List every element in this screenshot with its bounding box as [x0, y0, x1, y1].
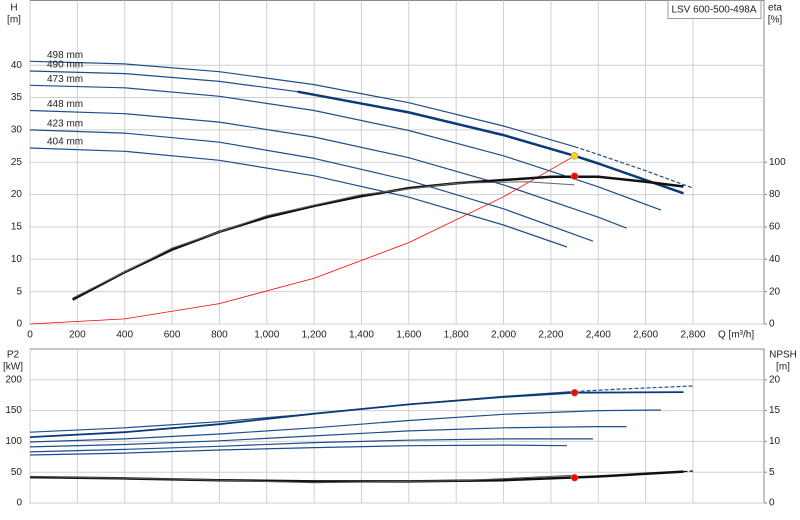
x-tick-label: 2,200	[538, 330, 563, 341]
curve	[683, 470, 694, 473]
duty-point	[570, 473, 579, 482]
curve-label: 423 mm	[47, 119, 83, 130]
y2-tick-label: 5	[769, 467, 775, 478]
y-tick-label: 150	[5, 405, 22, 416]
y-tick-label: 40	[11, 60, 23, 71]
curve	[297, 90, 684, 195]
duty-point	[570, 151, 579, 160]
y2-axis-unit: [%]	[768, 15, 783, 26]
curve	[29, 426, 627, 448]
y2-tick-label: 15	[769, 405, 781, 416]
y2-tick-label: 0	[769, 319, 775, 330]
curve	[29, 444, 568, 456]
x-tick-label: 0	[27, 330, 33, 341]
x-tick-label: 800	[211, 330, 228, 341]
x-tick-label: 2,000	[491, 330, 516, 341]
x-axis-label: Q [m³/h]	[718, 330, 754, 341]
curve	[29, 474, 575, 484]
curve	[574, 385, 694, 393]
y-tick-label: 0	[16, 319, 22, 330]
curve-label: 404 mm	[47, 137, 83, 148]
y-tick-label: 25	[11, 157, 23, 168]
curve	[29, 70, 298, 93]
duty-point	[570, 172, 579, 180]
y-tick-label: 15	[11, 222, 23, 233]
y2-axis-label: eta	[768, 3, 782, 14]
y-tick-label: 30	[11, 125, 23, 136]
y-axis-unit: [m]	[7, 15, 21, 26]
x-tick-label: 1,800	[444, 330, 469, 341]
y2-tick-label: 100	[769, 157, 786, 168]
y2-tick-label: 80	[769, 189, 781, 200]
curve	[29, 155, 575, 325]
y-tick-label: 35	[11, 92, 23, 103]
x-tick-label: 1,400	[349, 330, 374, 341]
x-tick-label: 2,600	[633, 330, 658, 341]
y2-tick-label: 40	[769, 254, 781, 265]
y-tick-label: 5	[16, 286, 22, 297]
curve-label: 498 mm	[47, 50, 83, 61]
y2-tick-label: 20	[769, 374, 781, 385]
curve-label: 490 mm	[47, 60, 83, 71]
y2-axis-unit: [m]	[776, 362, 790, 373]
curve	[29, 409, 662, 443]
x-tick-label: 2,400	[586, 330, 611, 341]
x-tick-label: 1,200	[302, 330, 327, 341]
x-tick-label: 200	[69, 330, 86, 341]
curve	[29, 129, 594, 242]
y-tick-label: 100	[5, 436, 22, 447]
y2-tick-label: 60	[769, 222, 781, 233]
y2-tick-label: 0	[769, 498, 775, 509]
x-tick-label: 400	[116, 330, 133, 341]
curve	[29, 147, 568, 248]
curve	[29, 60, 575, 148]
y-tick-label: 20	[11, 189, 23, 200]
y2-tick-label: 20	[769, 286, 781, 297]
y-tick-label: 10	[11, 254, 23, 265]
chart-title: LSV 600-500-498A	[671, 5, 756, 16]
x-tick-label: 2,800	[680, 330, 705, 341]
y-axis-unit: [kW]	[3, 362, 23, 373]
y-axis-label: P2	[7, 350, 20, 361]
x-tick-label: 600	[164, 330, 181, 341]
y-tick-label: 0	[16, 498, 22, 509]
curve	[574, 146, 694, 189]
y2-axis-label: NPSH	[769, 350, 797, 361]
x-tick-label: 1,600	[396, 330, 421, 341]
curve	[29, 391, 684, 438]
curve-label: 448 mm	[47, 99, 83, 110]
curve	[72, 181, 575, 299]
y-tick-label: 200	[5, 374, 22, 385]
duty-point	[570, 388, 579, 397]
curve	[29, 84, 662, 211]
y2-tick-label: 10	[769, 436, 781, 447]
curve	[29, 109, 627, 229]
title-box	[667, 0, 762, 19]
x-tick-label: 1,000	[254, 330, 279, 341]
y-axis-label: H	[10, 3, 17, 14]
y-tick-label: 50	[11, 467, 23, 478]
curve	[29, 438, 593, 453]
curve-label: 473 mm	[47, 74, 83, 85]
